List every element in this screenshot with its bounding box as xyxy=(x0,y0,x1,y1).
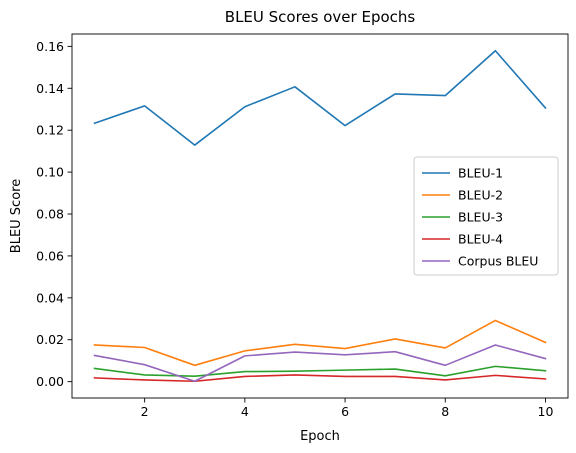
series-line-bleu-2 xyxy=(93,319,547,367)
legend-label: Corpus BLEU xyxy=(458,254,538,269)
y-tick-label: 0.04 xyxy=(36,290,64,305)
legend-label: BLEU-3 xyxy=(458,210,503,225)
y-tick-label: 0.06 xyxy=(36,248,64,263)
x-tick-label: 8 xyxy=(441,404,449,419)
y-tick-label: 0.00 xyxy=(36,374,64,389)
legend-label: BLEU-1 xyxy=(458,166,503,181)
series-layer xyxy=(93,49,547,383)
y-tick-label: 0.14 xyxy=(36,81,64,96)
legend-label: BLEU-4 xyxy=(458,232,503,247)
x-tick-label: 10 xyxy=(538,404,554,419)
series-line-bleu-3 xyxy=(93,365,547,378)
y-tick-label: 0.10 xyxy=(36,165,64,180)
series-line-bleu-4 xyxy=(93,374,547,383)
y-axis-title: BLEU Score xyxy=(9,179,24,253)
x-axis-title: Epoch xyxy=(300,429,340,444)
y-tick-label: 0.16 xyxy=(36,39,64,54)
series-line-corpus-bleu xyxy=(93,344,547,383)
plot-frame xyxy=(71,33,569,399)
chart-title: BLEU Scores over Epochs xyxy=(225,8,416,26)
legend: BLEU-1 BLEU-2 BLEU-3 BLEU-4 Corpus BLEU xyxy=(413,156,559,276)
x-tick-label: 2 xyxy=(141,404,149,419)
series-line-bleu-1 xyxy=(93,49,547,146)
y-tick-label: 0.12 xyxy=(36,123,64,138)
x-tick-label: 4 xyxy=(241,404,249,419)
legend-box xyxy=(413,156,559,276)
y-tick-label: 0.08 xyxy=(36,207,64,222)
legend-label: BLEU-2 xyxy=(458,188,503,203)
y-tick-label: 0.02 xyxy=(36,332,64,347)
x-tick-label: 6 xyxy=(341,404,349,419)
axes-layer: 0.00 0.02 0.04 0.06 0.08 0.10 0.12 0.14 0.16 2 4 6 8… xyxy=(36,39,553,419)
